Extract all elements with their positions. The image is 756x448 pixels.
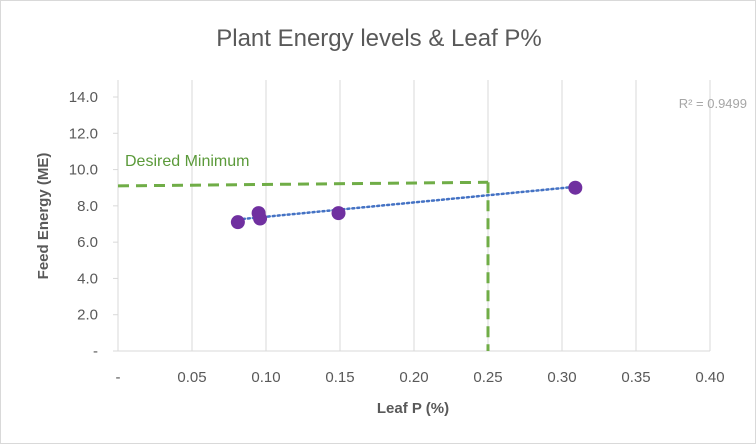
y-tick-labels: - 2.0 4.0 6.0 8.0 10.0 12.0 14.0 [69,89,98,360]
y-axis-title: Feed Energy (ME) [35,153,52,280]
data-points [230,180,583,230]
reference-lines [117,180,490,351]
data-point [253,211,268,226]
y-tick-label: 4.0 [77,270,98,287]
y-tick-label: 8.0 [77,198,98,215]
x-tick-label: 0.30 [547,369,576,386]
y-tick-label: 2.0 [77,307,98,324]
linear-trendline [236,185,577,221]
x-tick-label: 0.20 [399,369,428,386]
data-point [230,215,245,230]
data-point [331,206,346,221]
y-tick-label: 12.0 [69,125,98,142]
x-tick-label: 0.10 [251,369,280,386]
grid-layer [113,80,711,352]
x-tick-label: - [116,369,121,386]
y-tick-label: 6.0 [77,234,98,251]
data-point [568,180,583,195]
y-tick-label: 10.0 [69,162,98,179]
desired-minimum-label: Desired Minimum [125,153,249,170]
x-axis-title: Leaf P (%) [377,400,449,417]
x-tick-label: 0.35 [621,369,650,386]
x-tick-label: 0.25 [473,369,502,386]
x-tick-labels: - 0.05 0.10 0.15 0.20 0.25 0.30 0.35 0.40 [116,369,725,386]
y-tick-label: - [93,343,98,360]
x-tick-label: 0.15 [325,369,354,386]
r-squared-label: R² = 0.9499 [679,96,747,111]
trendline-layer [236,185,577,221]
x-tick-label: 0.05 [177,369,206,386]
chart-title: Plant Energy levels & Leaf P% [216,25,542,52]
desired-minimum-horizontal-line [117,180,489,188]
y-tick-label: 14.0 [69,89,98,106]
x-tick-label: 0.40 [695,369,724,386]
